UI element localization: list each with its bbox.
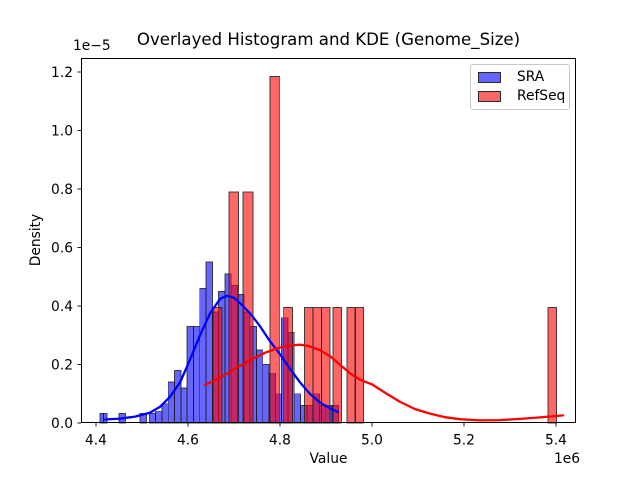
kde-line-refseq — [203, 343, 565, 422]
legend-patch-refseq — [478, 91, 501, 102]
y-tick-label: 1.2 — [51, 65, 73, 81]
histogram-bar-sra — [262, 364, 270, 424]
histogram-bar-sra — [155, 410, 163, 424]
histogram-bar-sra — [180, 387, 188, 424]
legend-item-sra: SRA — [478, 68, 569, 87]
histogram-bar-refseq — [212, 307, 223, 424]
histogram-bar-sra — [167, 381, 175, 424]
x-tick-label: 5.0 — [361, 432, 383, 448]
legend-patch-sra — [478, 72, 501, 83]
histogram-bar-refseq — [303, 307, 314, 424]
histogram-bar-sra — [199, 288, 207, 424]
x-axis-label: Value — [309, 451, 348, 467]
y-tick-label: 0.4 — [51, 299, 73, 315]
x-tick-label: 4.4 — [85, 432, 107, 448]
histogram-bar-sra — [205, 261, 213, 424]
plot-area: 4.4 4.6 4.8 5.0 5.2 5.4 0.0 0.2 0.4 0.6 0.8 1.0 1.2 — [51, 58, 576, 448]
chart-title: Overlayed Histogram and KDE (Genome_Size… — [136, 30, 521, 49]
y-tick-label: 0.2 — [51, 357, 73, 373]
legend-item-refseq: RefSeq — [478, 87, 569, 106]
histogram-bar-sra — [148, 412, 157, 424]
x-tick-label: 4.8 — [269, 432, 291, 448]
y-tick-label: 0.0 — [51, 416, 73, 432]
histogram-bar-refseq — [228, 191, 240, 424]
x-tick-label: 5.2 — [453, 432, 475, 448]
histogram-bar-sra — [186, 326, 194, 424]
y-tick-label: 0.8 — [51, 182, 73, 198]
axes-spines — [81, 58, 576, 423]
x-axis-offset-label: 1e6 — [553, 451, 580, 467]
legend-label-sra: SRA — [517, 68, 545, 85]
kde-line-sra — [104, 294, 340, 421]
y-tick-label: 1.0 — [51, 123, 73, 139]
y-axis-label: Density — [28, 213, 44, 267]
histogram-bar-refseq — [354, 307, 364, 424]
histogram-bar-refseq — [269, 75, 281, 424]
histogram-bar-refseq — [312, 307, 322, 424]
y-axis-offset-label: 1e−5 — [73, 38, 111, 54]
histogram-bar-refseq — [547, 307, 558, 424]
histogram-bar-refseq — [346, 307, 356, 424]
histogram-bar-sra — [255, 349, 264, 424]
histogram-bar-sra — [293, 393, 302, 424]
x-tick-label: 4.6 — [177, 432, 199, 448]
histogram-bar-sra — [161, 403, 169, 424]
legend-label-refseq: RefSeq — [517, 87, 566, 104]
histogram-bar-sra — [174, 369, 182, 424]
x-tick-label: 5.4 — [545, 432, 567, 448]
legend: SRA RefSeq — [470, 64, 570, 110]
histogram-bar-sra — [99, 412, 104, 424]
histogram-bar-sra — [103, 412, 108, 424]
y-tick-label: 0.6 — [51, 240, 73, 256]
